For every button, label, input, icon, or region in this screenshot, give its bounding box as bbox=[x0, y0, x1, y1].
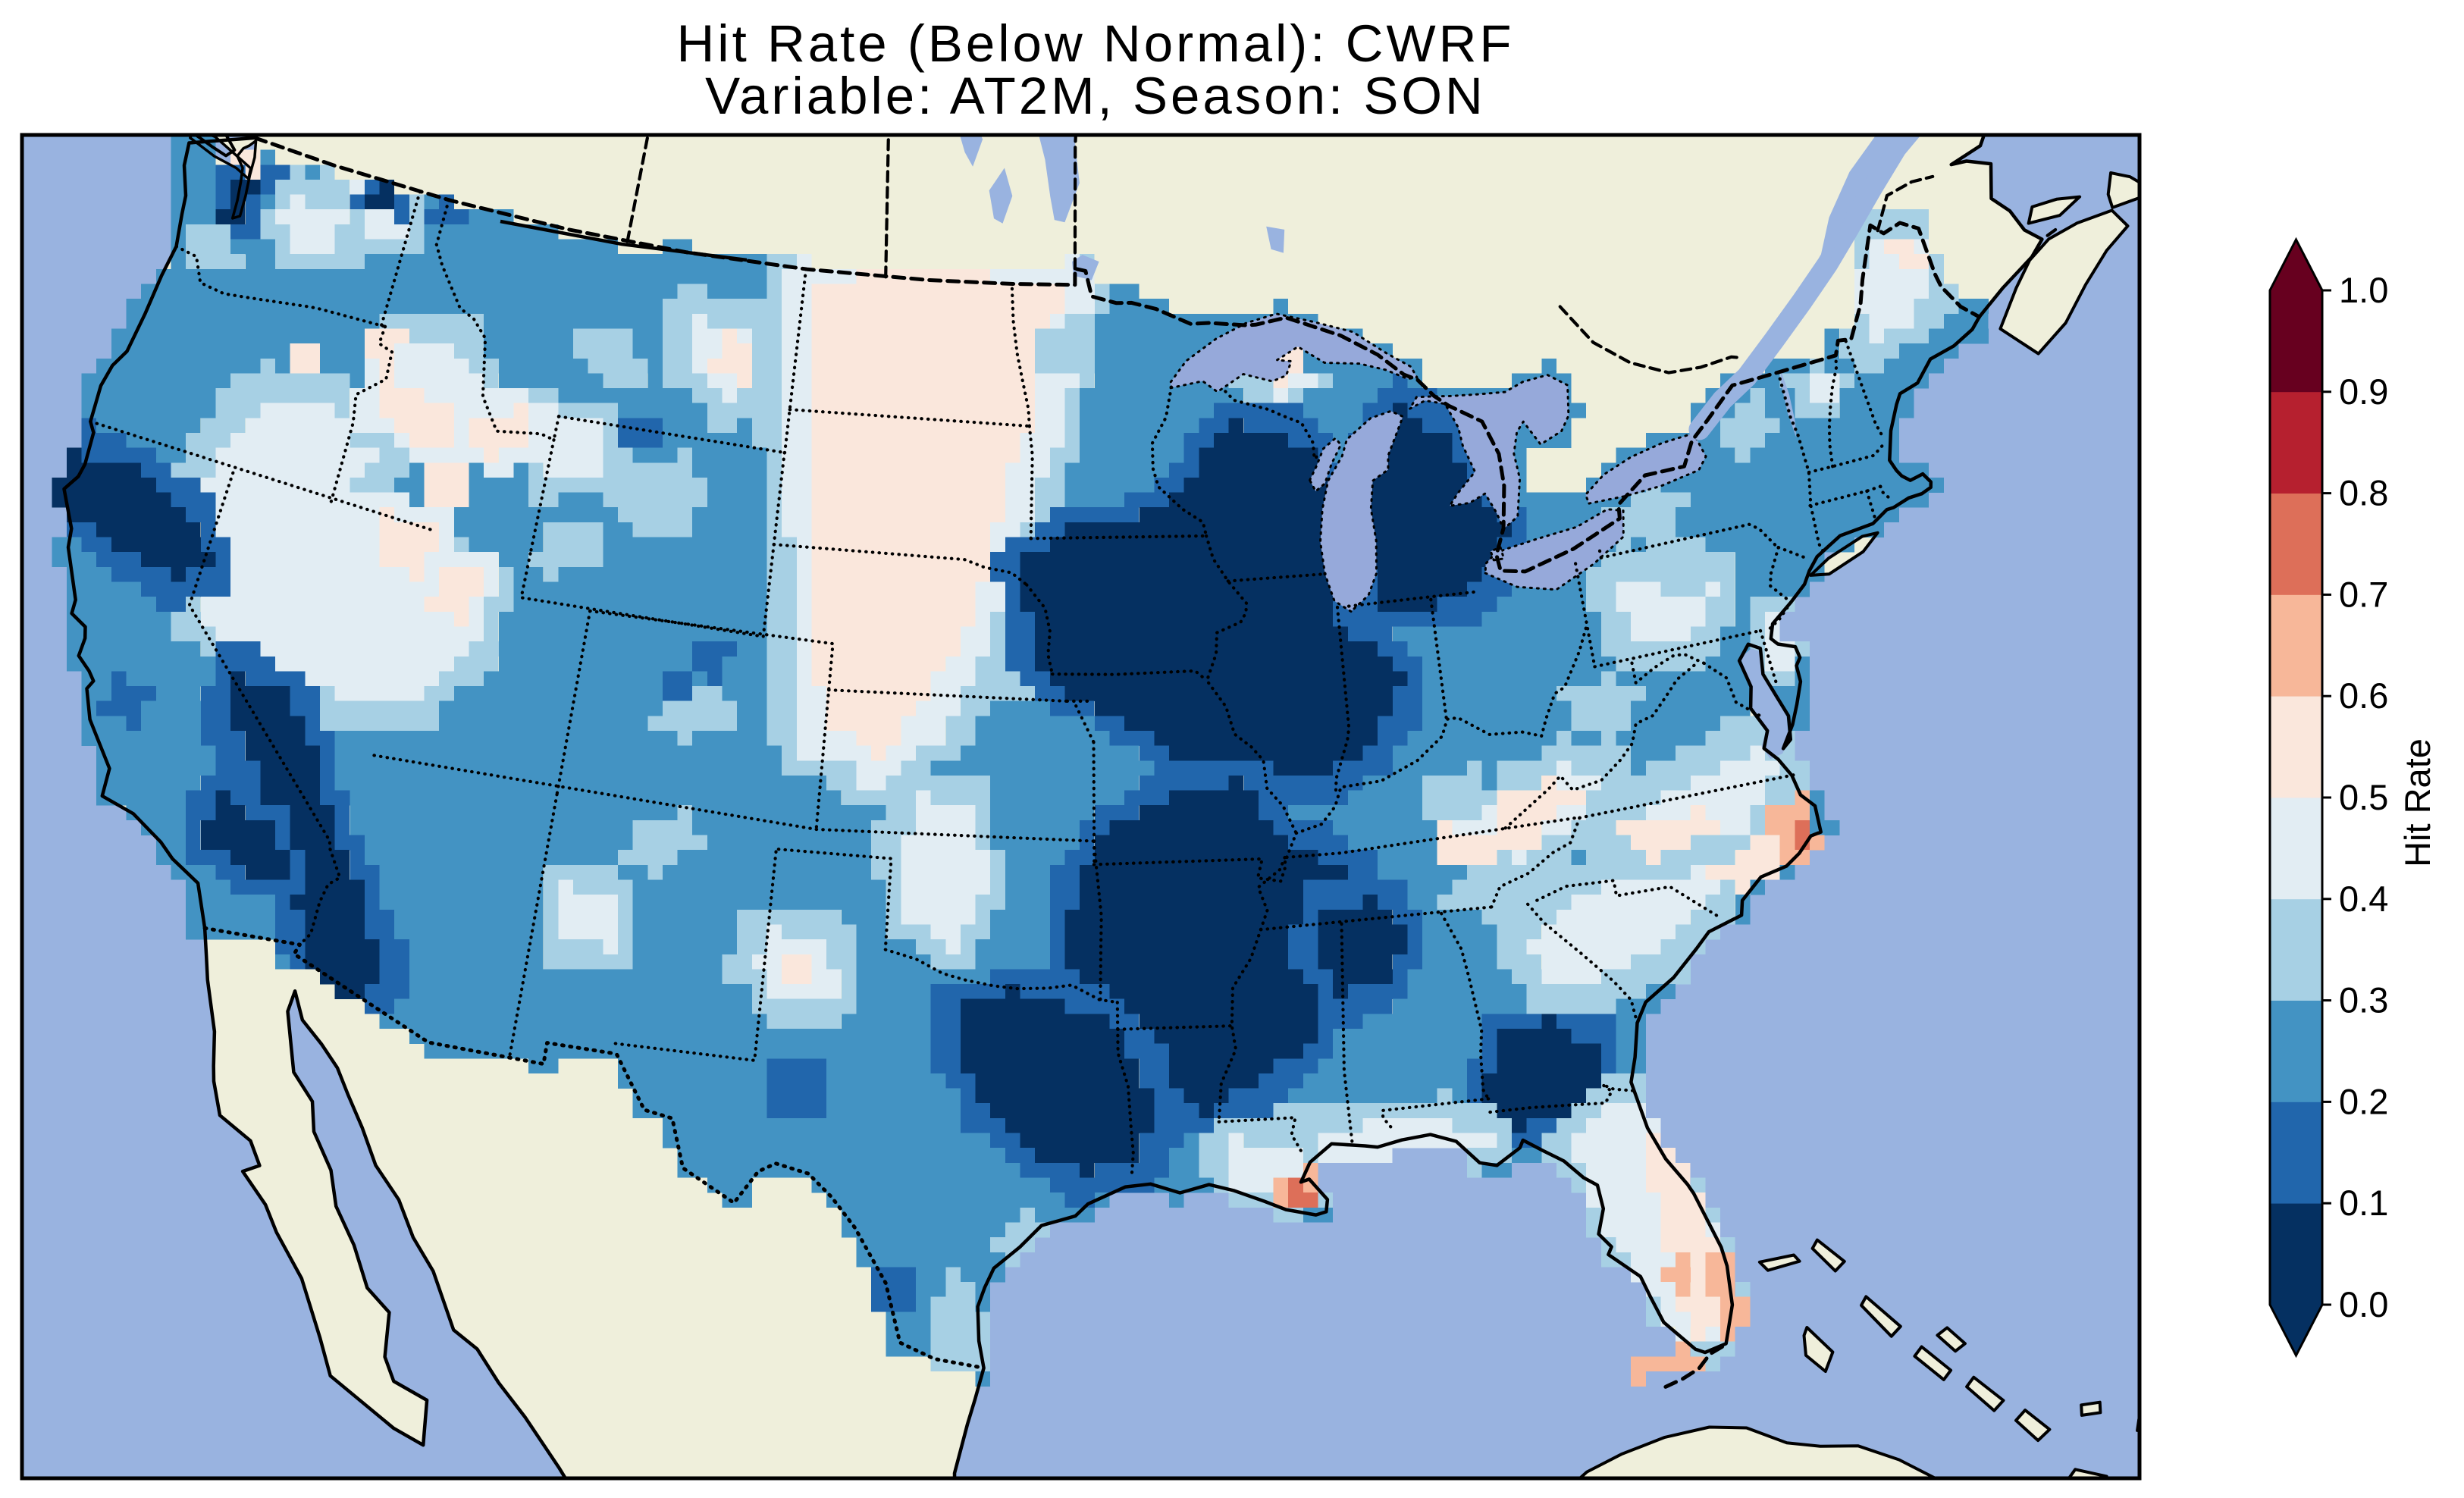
svg-text:0.1: 0.1 bbox=[2339, 1183, 2388, 1223]
svg-text:0.8: 0.8 bbox=[2339, 473, 2388, 513]
svg-text:0.3: 0.3 bbox=[2339, 980, 2388, 1020]
svg-text:0.2: 0.2 bbox=[2339, 1081, 2388, 1121]
svg-text:1.0: 1.0 bbox=[2339, 270, 2388, 310]
svg-text:0.6: 0.6 bbox=[2339, 675, 2388, 716]
svg-text:0.0: 0.0 bbox=[2339, 1284, 2388, 1324]
svg-text:Hit Rate: Hit Rate bbox=[2397, 738, 2437, 867]
svg-text:Hit Rate (Below Normal): CWRF: Hit Rate (Below Normal): CWRF bbox=[676, 14, 1514, 73]
svg-text:0.5: 0.5 bbox=[2339, 777, 2388, 817]
svg-text:0.4: 0.4 bbox=[2339, 879, 2388, 919]
svg-text:Variable: AT2M, Season: SON: Variable: AT2M, Season: SON bbox=[705, 67, 1486, 125]
svg-text:0.7: 0.7 bbox=[2339, 574, 2388, 614]
svg-text:0.9: 0.9 bbox=[2339, 371, 2388, 412]
